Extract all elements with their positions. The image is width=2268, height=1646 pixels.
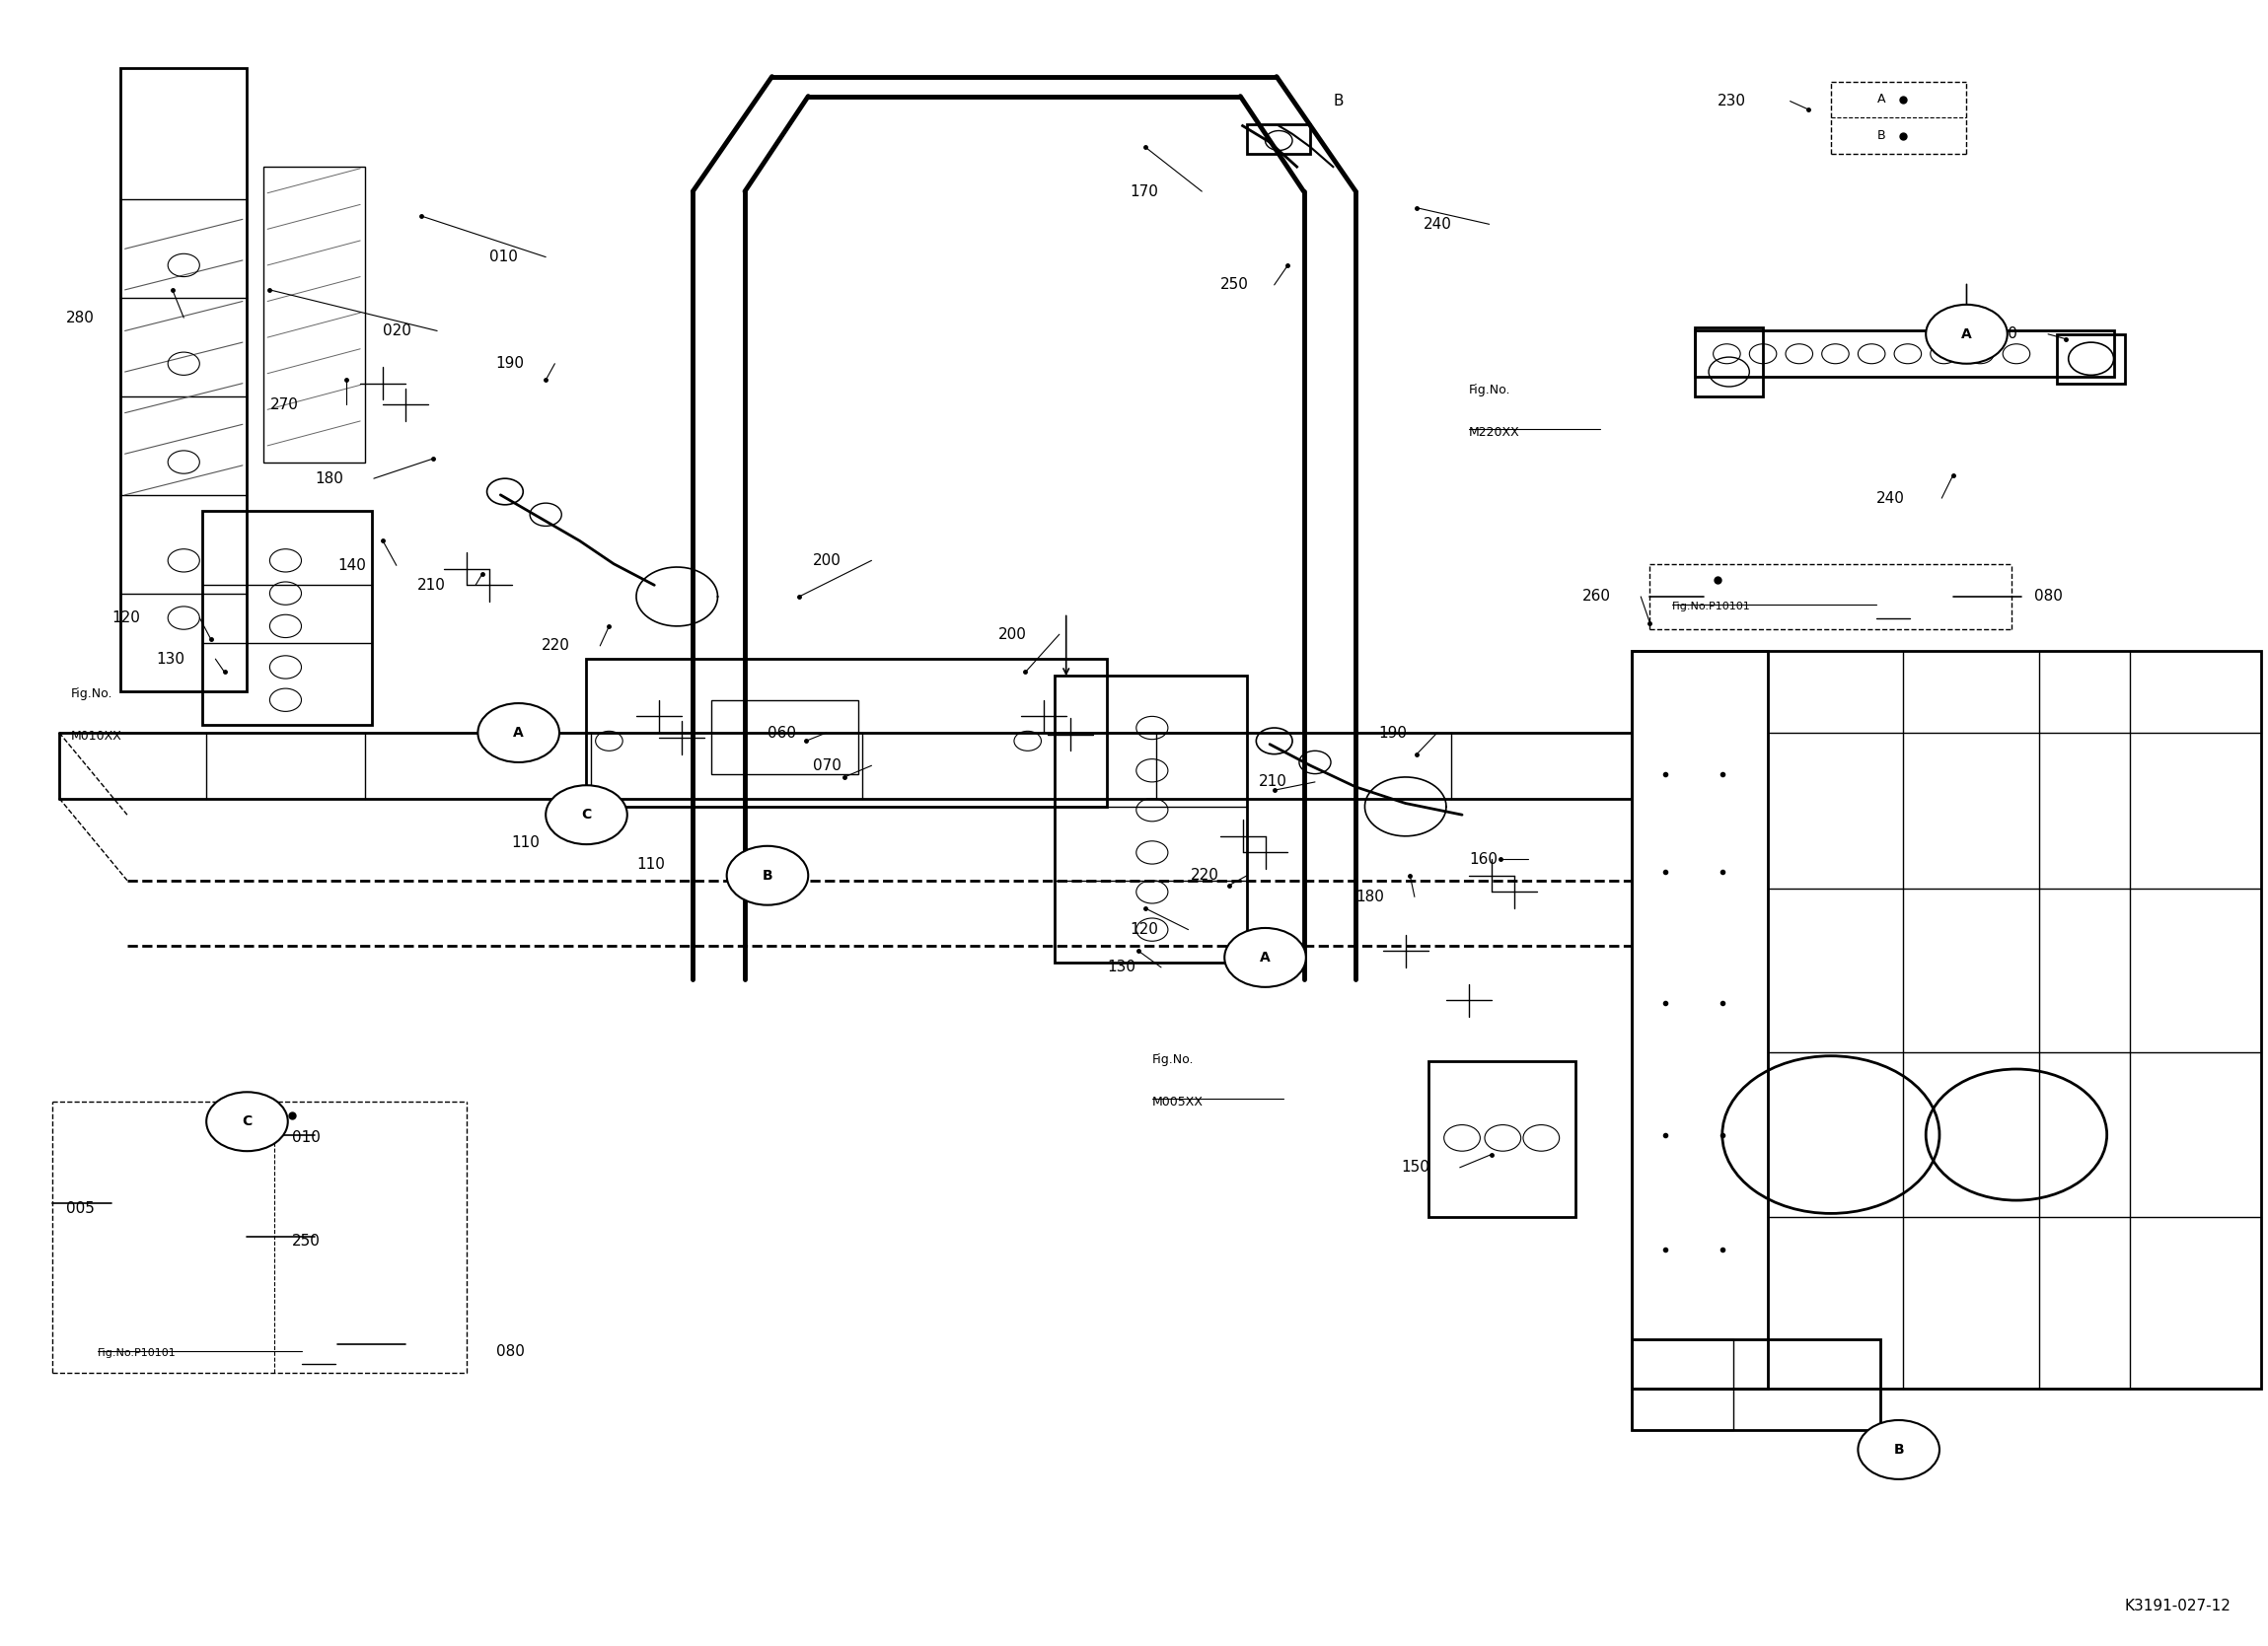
Text: 130: 130 — [1107, 960, 1136, 974]
Bar — [1694, 331, 2114, 377]
Bar — [120, 69, 247, 691]
Text: B: B — [1876, 130, 1885, 142]
Bar — [202, 512, 372, 724]
Text: 220: 220 — [1191, 867, 1218, 882]
Bar — [710, 700, 857, 774]
Bar — [1247, 123, 1311, 153]
Text: 080: 080 — [497, 1343, 524, 1358]
Text: 200: 200 — [998, 627, 1027, 642]
Text: 270: 270 — [270, 397, 297, 412]
Text: 280: 280 — [66, 311, 95, 326]
Text: 190: 190 — [497, 356, 524, 370]
Circle shape — [547, 785, 628, 844]
Text: 150: 150 — [1402, 1160, 1429, 1175]
Text: 190: 190 — [1379, 726, 1406, 741]
Text: 130: 130 — [156, 652, 186, 667]
Circle shape — [479, 703, 560, 762]
Text: 010: 010 — [293, 1131, 320, 1146]
Text: C: C — [243, 1114, 252, 1129]
Text: 180: 180 — [315, 471, 342, 486]
Circle shape — [206, 1091, 288, 1151]
Bar — [1631, 1340, 1880, 1430]
Text: 070: 070 — [812, 759, 841, 774]
Text: C: C — [581, 808, 592, 821]
Text: 110: 110 — [513, 835, 540, 849]
Text: 250: 250 — [293, 1234, 320, 1249]
Text: 260: 260 — [1583, 589, 1610, 604]
Text: A: A — [1962, 328, 1971, 341]
Text: B: B — [1334, 94, 1343, 109]
Bar — [1631, 650, 2261, 1389]
Text: K3191-027-12: K3191-027-12 — [2125, 1598, 2232, 1613]
Text: M220XX: M220XX — [1470, 426, 1520, 439]
Text: 220: 220 — [542, 639, 569, 653]
Text: 060: 060 — [767, 726, 796, 741]
Text: Fig.No.P10101: Fig.No.P10101 — [1672, 601, 1751, 611]
Text: 240: 240 — [1876, 491, 1905, 505]
Text: 120: 120 — [1129, 922, 1159, 937]
Text: 170: 170 — [1129, 184, 1159, 199]
Text: 250: 250 — [1220, 278, 1247, 293]
Bar — [587, 658, 1107, 807]
Text: 240: 240 — [1424, 217, 1452, 232]
Bar — [1631, 1340, 1733, 1430]
Text: 200: 200 — [812, 553, 841, 568]
Circle shape — [1926, 305, 2007, 364]
Circle shape — [726, 846, 807, 905]
Text: 210: 210 — [417, 578, 445, 593]
Text: 160: 160 — [1470, 851, 1497, 866]
Text: 120: 120 — [111, 611, 141, 625]
Text: A: A — [1261, 951, 1270, 965]
Text: B: B — [762, 869, 773, 882]
Bar — [263, 166, 365, 463]
Circle shape — [1857, 1420, 1939, 1480]
Text: 140: 140 — [338, 558, 365, 573]
Text: Fig.No.: Fig.No. — [1152, 1053, 1193, 1067]
Text: 210: 210 — [1259, 775, 1286, 790]
Bar — [1055, 675, 1247, 963]
Text: 005: 005 — [66, 1202, 95, 1216]
Text: Fig.No.: Fig.No. — [70, 686, 113, 700]
Text: 110: 110 — [637, 856, 665, 871]
Text: 010: 010 — [490, 250, 517, 265]
Text: B: B — [1894, 1444, 1903, 1457]
Circle shape — [1225, 928, 1306, 988]
Text: A: A — [513, 726, 524, 739]
Bar — [1429, 1062, 1576, 1216]
Text: A: A — [1878, 94, 1885, 105]
Bar — [2057, 334, 2125, 384]
Text: 230: 230 — [1717, 94, 1746, 109]
Text: M005XX: M005XX — [1152, 1095, 1204, 1108]
Text: 080: 080 — [2034, 589, 2064, 604]
Bar — [1694, 328, 1762, 397]
Text: 020: 020 — [383, 324, 411, 337]
Text: 250: 250 — [1989, 326, 2019, 341]
Text: M010XX: M010XX — [70, 729, 122, 742]
Text: Fig.No.P10101: Fig.No.P10101 — [98, 1348, 177, 1358]
Text: Fig.No.: Fig.No. — [1470, 384, 1510, 397]
Text: 180: 180 — [1356, 889, 1383, 904]
Bar — [1631, 650, 1767, 1389]
